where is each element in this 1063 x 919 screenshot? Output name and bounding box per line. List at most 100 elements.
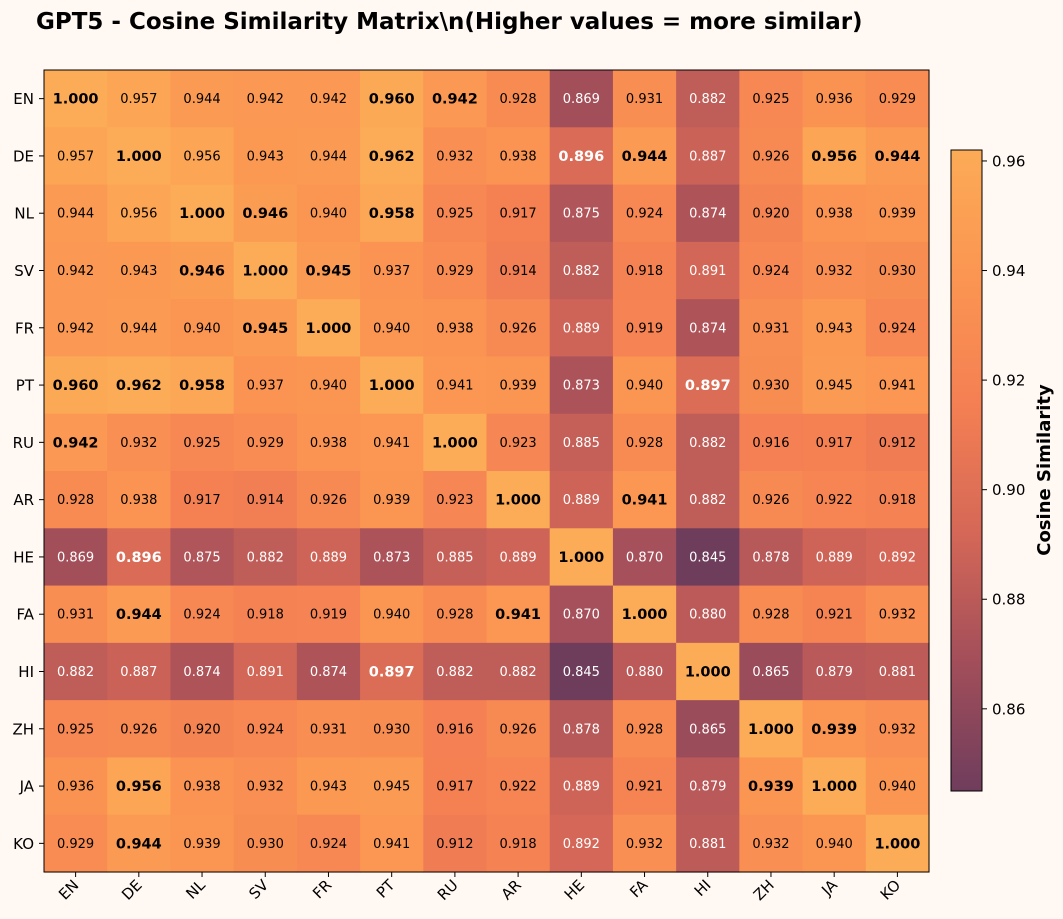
cell-value-label: 0.919 — [310, 608, 347, 623]
cell-value-label: 0.943 — [310, 780, 347, 795]
cell-value-label: 0.925 — [436, 207, 473, 222]
y-tick-label: KO — [13, 835, 34, 853]
heatmap-cell — [486, 585, 551, 644]
cell-value-label: 0.918 — [626, 264, 663, 279]
heatmap-cell — [170, 413, 235, 472]
cell-value-label: 0.939 — [748, 779, 794, 795]
cell-value-label: 0.887 — [120, 665, 157, 680]
heatmap-cell — [549, 184, 614, 243]
cell-value-label: 0.940 — [816, 837, 853, 852]
heatmap-cell — [170, 299, 235, 358]
cell-value-label: 0.924 — [626, 207, 663, 222]
cell-value-label: 0.918 — [499, 837, 536, 852]
heatmap-cells: 1.000 0.957 0.944 0.942 0.942 0.960 0.942 0.928… — [44, 70, 930, 873]
cell-value-label: 0.928 — [436, 608, 473, 623]
heatmap-cell — [802, 241, 867, 300]
heatmap-cell — [170, 700, 235, 759]
heatmap-cell — [170, 184, 235, 243]
cell-value-label: 0.887 — [689, 149, 726, 164]
cell-value-label: 0.882 — [689, 92, 726, 107]
heatmap-cell — [296, 814, 361, 873]
heatmap-cell — [676, 241, 740, 300]
heatmap-cell — [802, 642, 867, 701]
cell-value-label: 0.940 — [310, 207, 347, 222]
cell-value-label: 0.891 — [689, 264, 726, 279]
cell-value-label: 0.923 — [436, 493, 473, 508]
colorbar-tick-label: 0.94 — [992, 262, 1025, 280]
cell-value-label: 0.962 — [116, 378, 162, 394]
colorbar-ticks: 0.86 0.88 0.90 0.92 0.94 0.96 — [982, 152, 1025, 718]
cell-value-label: 0.962 — [369, 149, 415, 165]
cell-value-label: 0.920 — [183, 722, 220, 737]
heatmap-cell — [107, 241, 172, 300]
heatmap-cell — [360, 700, 424, 759]
cell-value-label: 0.932 — [626, 837, 663, 852]
heatmap-cell — [676, 413, 740, 472]
cell-value-label: 0.940 — [879, 780, 916, 795]
cell-value-label: 0.917 — [816, 436, 853, 451]
heatmap-cell — [360, 642, 424, 701]
heatmap-cell — [486, 814, 551, 873]
cell-value-label: 0.941 — [879, 379, 916, 394]
cell-value-label: 0.873 — [373, 550, 410, 565]
cell-value-label: 0.939 — [183, 837, 220, 852]
colorbar-tick-label: 0.90 — [992, 481, 1025, 499]
heatmap-cell — [676, 700, 740, 759]
heatmap-cell — [802, 528, 867, 587]
cell-value-label: 0.938 — [183, 780, 220, 795]
cell-value-label: 0.879 — [689, 780, 726, 795]
cell-value-label: 0.882 — [499, 665, 536, 680]
heatmap-cell — [676, 757, 740, 816]
cell-value-label: 0.869 — [57, 550, 94, 565]
x-tick-label: NL — [182, 876, 209, 903]
heatmap-cell — [739, 814, 804, 873]
cell-value-label: 0.939 — [811, 722, 857, 738]
heatmap-cell — [486, 241, 551, 300]
cell-value-label: 0.936 — [57, 780, 94, 795]
cell-value-label: 0.944 — [120, 321, 157, 336]
cell-value-label: 0.926 — [752, 493, 789, 508]
colorbar-label: Cosine Similarity — [1034, 384, 1055, 556]
cell-value-label: 0.956 — [183, 149, 220, 164]
cell-value-label: 0.940 — [373, 321, 410, 336]
cell-value-label: 0.917 — [183, 493, 220, 508]
cell-value-label: 0.930 — [373, 722, 410, 737]
heatmap-cell — [865, 70, 930, 128]
heatmap-cell — [612, 241, 677, 300]
cell-value-label: 0.917 — [436, 780, 473, 795]
x-axis-labels: EN DE NL SV FR PT RU AR HE FA HI ZH JA KO — [55, 872, 904, 904]
cell-value-label: 0.889 — [563, 780, 600, 795]
heatmap-cell — [612, 127, 677, 186]
y-tick-label: FA — [16, 606, 34, 624]
cell-value-label: 0.930 — [752, 379, 789, 394]
cell-value-label: 1.000 — [874, 836, 920, 852]
heatmap-cell — [802, 70, 867, 128]
x-tick-label: PT — [373, 876, 399, 902]
heatmap-cell — [170, 241, 235, 300]
cell-value-label: 0.932 — [816, 264, 853, 279]
cell-value-label: 1.000 — [685, 665, 731, 681]
cell-value-label: 0.865 — [752, 665, 789, 680]
cell-value-label: 0.889 — [310, 550, 347, 565]
heatmap-cell — [612, 528, 677, 587]
heatmap-cell — [44, 700, 108, 759]
heatmap-cell — [233, 528, 298, 587]
cell-value-label: 0.930 — [879, 264, 916, 279]
heatmap-cell — [486, 356, 551, 415]
heatmap-cell — [296, 413, 361, 472]
heatmap-cell — [233, 814, 298, 873]
heatmap-cell — [296, 299, 361, 358]
heatmap-cell — [739, 642, 804, 701]
cell-value-label: 0.870 — [563, 608, 600, 623]
cell-value-label: 0.931 — [310, 722, 347, 737]
heatmap-cell — [107, 757, 172, 816]
cell-value-label: 0.925 — [57, 722, 94, 737]
heatmap-cell — [865, 471, 930, 529]
heatmap-cell — [233, 70, 298, 128]
cell-value-label: 0.869 — [563, 92, 600, 107]
cell-value-label: 1.000 — [116, 149, 162, 165]
cell-value-label: 0.870 — [626, 550, 663, 565]
heatmap-cell — [865, 642, 930, 701]
heatmap-cell — [423, 413, 488, 472]
heatmap-cell — [865, 814, 930, 873]
